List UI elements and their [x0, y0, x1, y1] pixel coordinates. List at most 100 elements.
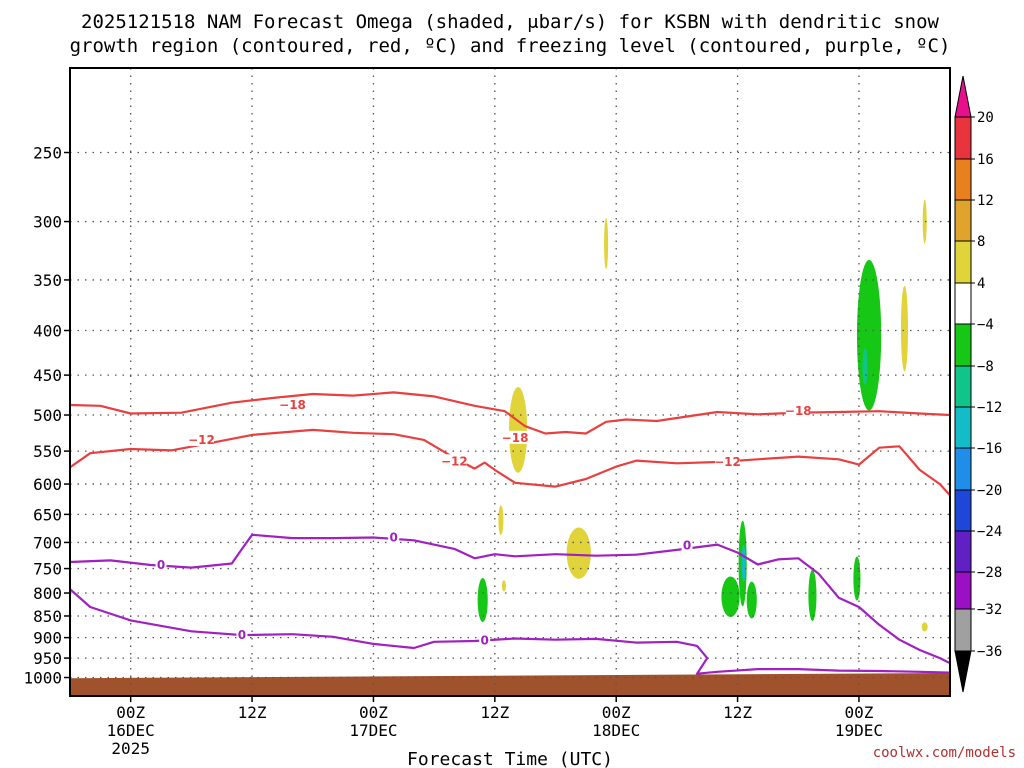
omega-cell-15: [808, 569, 817, 621]
chart-title-line1: 2025121518 NAM Forecast Omega (shaded, μ…: [81, 11, 939, 33]
colorbar-label-10: −24: [977, 524, 1002, 540]
contour-label-2-0: 0: [157, 558, 165, 572]
colorbar-label-0: 20: [977, 110, 994, 126]
omega-cell-3: [501, 580, 506, 592]
colorbar-label-7: −12: [977, 400, 1002, 416]
omega-cell-7: [921, 622, 928, 632]
grid-lines: [70, 68, 950, 696]
y-tick-label-750: 750: [33, 560, 62, 579]
omega-cell-5: [900, 285, 909, 372]
contour-lines: −18 −18 −18 −12 −12 −12 0 0 0 0 0: [70, 391, 950, 675]
x-tick-label-24-2: 17DEC: [349, 721, 397, 740]
y-tick-label-1000: 1000: [23, 669, 62, 688]
colorbar-band-7: [954, 406, 972, 449]
colorbar-band-8: [954, 447, 972, 491]
y-tick-label-550: 550: [33, 442, 62, 461]
colorbar-label-12: −32: [977, 602, 1002, 618]
contour-label-1-0: −12: [188, 433, 215, 447]
omega-cell-13: [721, 576, 740, 618]
colorbar-band-6: [954, 365, 972, 408]
omega-cell-9: [856, 259, 882, 411]
contour-0-2: [70, 533, 950, 665]
contour-label-1-1: −12: [441, 454, 468, 468]
colorbar-band-11: [954, 571, 972, 610]
omega-cell-10: [862, 348, 868, 386]
credit-text: coolwx.com/models: [873, 745, 1016, 761]
omega-cell-6: [922, 199, 927, 244]
colorbar-band-4: [954, 282, 972, 325]
y-tick-label-950: 950: [33, 649, 62, 668]
chart-title-line2: growth region (contoured, red, ºC) and f…: [70, 35, 951, 57]
x-tick-label-72-2: 19DEC: [835, 721, 883, 740]
colorbar-label-5: −4: [977, 317, 994, 333]
y-tick-label-250: 250: [33, 144, 62, 163]
y-tick-label-600: 600: [33, 475, 62, 494]
terrain-fill: [70, 672, 950, 696]
x-tick-label-24-1: 00Z: [359, 703, 388, 722]
colorbar-band-2: [954, 199, 972, 242]
contour-label-bg-1-2: [714, 454, 740, 468]
y-tick-label-700: 700: [33, 533, 62, 552]
plot-area: −18 −18 −18 −12 −12 −12 0 0 0 0 0: [70, 68, 950, 696]
contour-label-bg-3-1: [479, 633, 491, 647]
contour-label-bg-3-0: [236, 628, 248, 642]
x-tick-label-0-2: 16DEC: [107, 721, 155, 740]
y-tick-label-650: 650: [33, 505, 62, 524]
y-axis: 250 300 350 400 450 500 550 600 650 700 750 800 850 9…: [23, 144, 70, 688]
omega-shading: [477, 199, 928, 632]
colorbar-band-12: [954, 608, 972, 652]
contour-label-2-1: 0: [389, 531, 397, 545]
colorbar-label-4: 4: [977, 276, 985, 292]
x-tick-label-12-1: 12Z: [238, 703, 267, 722]
x-tick-label-0-3: 2025: [111, 739, 150, 758]
colorbar-tip-top: [954, 75, 972, 118]
omega-cell-2: [498, 505, 504, 536]
colorbar-band-0: [954, 116, 972, 160]
omega-cell-8: [477, 577, 488, 623]
contour-label-bg-1-1: [441, 454, 467, 468]
contour-label-0-2: −18: [502, 431, 529, 445]
contour-label-bg-2-2: [681, 538, 693, 552]
y-tick-label-850: 850: [33, 607, 62, 626]
contour-label-bg-2-0: [155, 558, 167, 572]
colorbar-label-13: −36: [977, 644, 1002, 660]
contour-0-3: [70, 588, 950, 675]
contour--18-0: [70, 391, 950, 435]
colorbar-label-3: 8: [977, 234, 985, 250]
contour-label-3-0: 0: [238, 628, 246, 642]
omega-cell-12: [741, 545, 746, 582]
colorbar: 20 16 12 8 4 −4 −8 −12 −16 −20 −24 −28 −32 −36: [954, 75, 1002, 693]
y-tick-label-450: 450: [33, 366, 62, 385]
contour-label-bg-0-2: [502, 430, 528, 444]
contour-label-bg-0-0: [280, 398, 306, 412]
contour-label-3-1: 0: [481, 634, 489, 648]
y-tick-label-500: 500: [33, 406, 62, 425]
y-tick-label-800: 800: [33, 584, 62, 603]
colorbar-label-9: −20: [977, 483, 1002, 499]
contour--12-1: [70, 428, 950, 497]
colorbar-band-10: [954, 530, 972, 573]
x-tick-label-48-2: 18DEC: [592, 721, 640, 740]
x-axis-label: Forecast Time (UTC): [407, 749, 613, 768]
x-tick-label-48-1: 00Z: [602, 703, 631, 722]
y-tick-label-350: 350: [33, 271, 62, 290]
colorbar-label-1: 16: [977, 152, 994, 168]
omega-cell-1: [604, 218, 609, 270]
colorbar-band-3: [954, 240, 972, 284]
colorbar-label-2: 12: [977, 193, 994, 209]
omega-cell-14: [746, 581, 757, 619]
colorbar-label-8: −16: [977, 441, 1002, 457]
x-tick-label-36-1: 12Z: [480, 703, 509, 722]
colorbar-label-11: −28: [977, 565, 1002, 581]
colorbar-band-1: [954, 158, 972, 201]
terrain: [70, 672, 950, 696]
contour-label-0-0: −18: [279, 398, 306, 412]
colorbar-label-6: −8: [977, 359, 994, 375]
colorbar-band-9: [954, 489, 972, 532]
contour-label-2-2: 0: [683, 539, 691, 553]
plot-frame: [69, 67, 951, 697]
x-tick-label-60-1: 12Z: [723, 703, 752, 722]
contour-label-0-1: −18: [785, 404, 812, 418]
